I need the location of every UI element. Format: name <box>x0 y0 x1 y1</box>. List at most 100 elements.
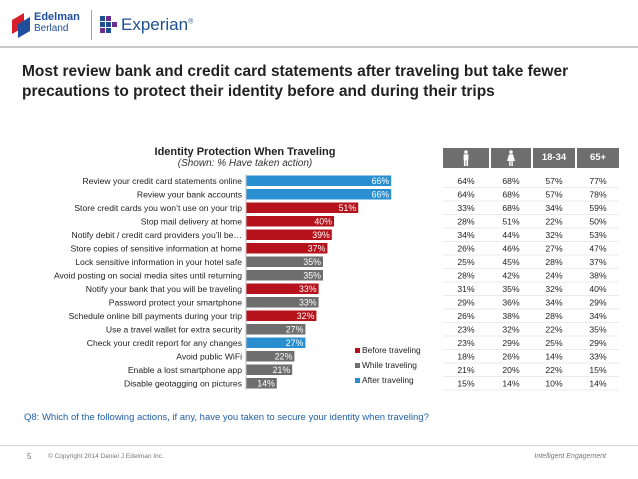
table-cell: 14% <box>589 378 607 388</box>
table-cell: 32% <box>545 284 563 294</box>
page-title: Most review bank and credit card stateme… <box>22 63 569 100</box>
data-label: 51% <box>339 203 357 213</box>
experian-logo-text: Experian® <box>121 15 193 35</box>
category-label: Store credit cards you won’t use on your… <box>74 203 242 213</box>
table-cell: 59% <box>589 203 607 213</box>
table-cell: 25% <box>545 338 563 348</box>
legend-swatch <box>355 348 360 353</box>
category-label: Check your credit report for any changes <box>87 338 242 348</box>
table-cell: 57% <box>545 189 563 199</box>
data-label: 66% <box>372 176 390 186</box>
category-label: Review your credit card statements onlin… <box>82 176 242 186</box>
data-label: 33% <box>299 297 317 307</box>
male-figure-icon <box>463 150 469 166</box>
bar <box>246 216 334 227</box>
table-cell: 68% <box>502 189 520 199</box>
table-cell: 22% <box>545 324 563 334</box>
bar <box>246 310 317 321</box>
table-cell: 29% <box>502 338 520 348</box>
table-cell: 34% <box>457 230 475 240</box>
legend-label: After traveling <box>362 375 414 385</box>
table-cell: 34% <box>589 311 607 321</box>
table-cell: 10% <box>545 378 563 388</box>
table-cell: 23% <box>457 338 475 348</box>
table-cell: 22% <box>545 216 563 226</box>
legend-swatch <box>355 378 360 383</box>
table-cell: 35% <box>589 324 607 334</box>
bar <box>246 283 319 294</box>
table-cell: 34% <box>545 297 563 307</box>
table-cell: 68% <box>502 176 520 186</box>
bar <box>246 270 323 281</box>
chart-subtitle: (Shown: % Have taken action) <box>177 158 313 169</box>
table-cell: 32% <box>502 324 520 334</box>
bar <box>246 189 392 200</box>
table-cell: 45% <box>502 257 520 267</box>
table-cell: 15% <box>457 378 475 388</box>
table-cell: 22% <box>545 365 563 375</box>
table-cell: 18% <box>457 351 475 361</box>
table-cell: 25% <box>457 257 475 267</box>
chart-title: Identity Protection When Traveling <box>154 146 336 158</box>
bar <box>246 243 328 254</box>
bar <box>246 364 293 375</box>
footer-divider <box>0 445 638 446</box>
copyright: © Copyright 2014 Daniel J Edelman Inc. <box>48 453 164 460</box>
edelman-name: Edelman <box>34 11 80 23</box>
header-divider <box>0 46 638 48</box>
table-cell: 77% <box>589 176 607 186</box>
bar <box>246 175 392 186</box>
edelman-logo-text: Edelman Berland <box>34 11 80 35</box>
data-label: 35% <box>303 270 321 280</box>
table-cell: 50% <box>589 216 607 226</box>
data-label: 37% <box>308 243 326 253</box>
data-label: 66% <box>372 189 390 199</box>
table-cell: 26% <box>502 351 520 361</box>
table-cell: 26% <box>457 311 475 321</box>
category-label: Notify your bank that you will be travel… <box>86 284 242 294</box>
data-label: 32% <box>297 311 315 321</box>
table-cell: 64% <box>457 176 475 186</box>
data-label: 33% <box>299 284 317 294</box>
table-cell: 32% <box>545 230 563 240</box>
table-cell: 33% <box>457 203 475 213</box>
logo-area: Edelman Berland Experian® <box>8 6 208 44</box>
data-label: 22% <box>275 351 293 361</box>
table-cell: 23% <box>457 324 475 334</box>
bar <box>246 297 319 308</box>
identity-protection-chart: Review your credit card statements onlin… <box>54 174 619 391</box>
category-label: Schedule online bill payments during you… <box>69 311 243 321</box>
table-cell: 44% <box>502 230 520 240</box>
bar <box>246 351 295 362</box>
category-label: Disable geotagging on pictures <box>124 378 242 388</box>
table-cell: 53% <box>589 230 607 240</box>
category-label: Avoid public WiFi <box>176 351 242 361</box>
table-cell: 42% <box>502 270 520 280</box>
table-cell: 64% <box>457 189 475 199</box>
table-cell: 31% <box>457 284 475 294</box>
table-cell: 35% <box>502 284 520 294</box>
data-label: 39% <box>312 230 330 240</box>
table-cell: 27% <box>545 243 563 253</box>
table-cell: 28% <box>545 311 563 321</box>
survey-question: Q8: Which of the following actions, if a… <box>24 412 429 423</box>
bar <box>246 202 359 213</box>
category-label: Password protect your smartphone <box>109 297 242 307</box>
table-cell: 26% <box>457 243 475 253</box>
table-cell: 14% <box>502 378 520 388</box>
edelman-logo-icon <box>12 13 30 38</box>
table-cell: 51% <box>502 216 520 226</box>
table-cell: 28% <box>457 216 475 226</box>
table-cell: 29% <box>457 297 475 307</box>
table-cell: 29% <box>589 297 607 307</box>
category-label: Stop mail delivery at home <box>141 216 242 226</box>
table-cell: 24% <box>545 270 563 280</box>
header-18-34: 18-34 <box>533 148 575 168</box>
data-label: 21% <box>273 365 291 375</box>
category-label: Store copies of sensitive information at… <box>71 243 243 253</box>
category-label: Review your bank accounts <box>137 189 242 199</box>
category-label: Use a travel wallet for extra security <box>106 324 243 334</box>
data-label: 40% <box>314 216 332 226</box>
table-cell: 28% <box>457 270 475 280</box>
berland-name: Berland <box>34 23 69 34</box>
